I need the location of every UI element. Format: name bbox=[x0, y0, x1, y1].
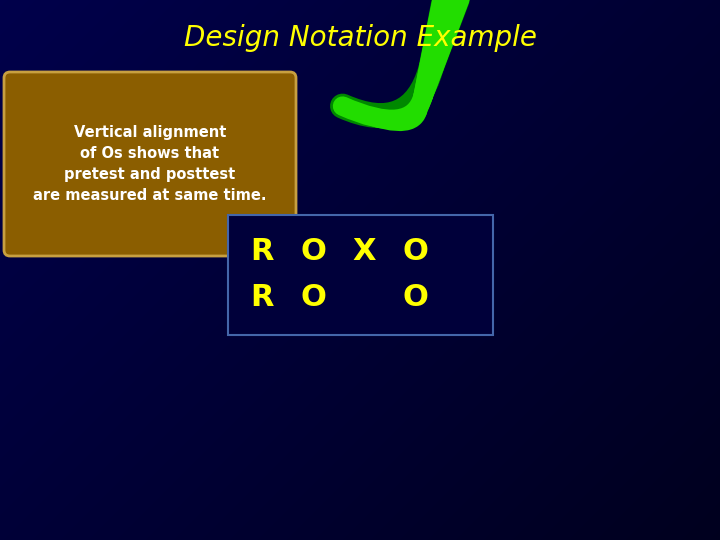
Text: R: R bbox=[251, 238, 274, 267]
FancyBboxPatch shape bbox=[4, 72, 296, 256]
Text: O: O bbox=[402, 284, 428, 313]
Text: O: O bbox=[402, 238, 428, 267]
Text: Vertical alignment
of Os shows that
pretest and posttest
are measured at same ti: Vertical alignment of Os shows that pret… bbox=[33, 125, 266, 203]
Text: O: O bbox=[300, 238, 326, 267]
Bar bbox=[228, 215, 493, 335]
Text: O: O bbox=[300, 284, 326, 313]
Text: X: X bbox=[352, 238, 376, 267]
Text: R: R bbox=[251, 284, 274, 313]
Text: Design Notation Example: Design Notation Example bbox=[184, 24, 536, 52]
